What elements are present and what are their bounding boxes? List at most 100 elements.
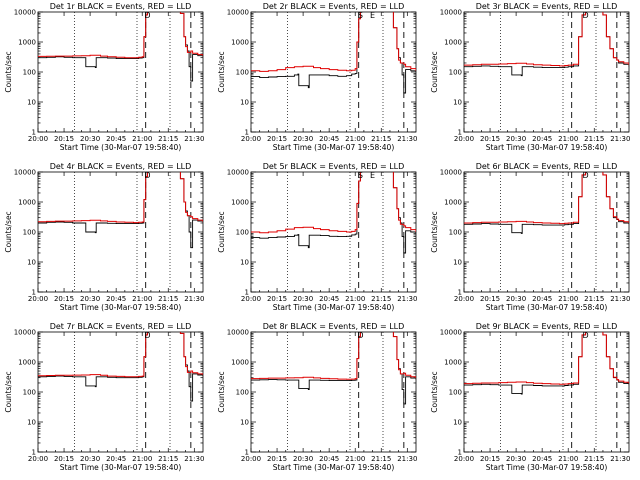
x-tick-label: 20:00 <box>454 295 474 303</box>
x-tick-label: 20:00 <box>454 455 474 463</box>
y-tick-label: 100 <box>23 69 36 77</box>
x-tick-label: 20:15 <box>267 295 287 303</box>
series-events <box>38 12 203 82</box>
x-axis-label: Start Time (30-Mar-07 19:58:40) <box>486 463 608 472</box>
y-tick-label: 1000 <box>18 359 36 367</box>
x-tick-label: 20:45 <box>532 295 552 303</box>
series-events <box>38 332 203 402</box>
x-tick-label: 20:30 <box>80 135 100 143</box>
x-tick-label: 20:45 <box>106 455 126 463</box>
series-lld <box>38 332 203 378</box>
y-tick-label: 100 <box>236 389 249 397</box>
y-tick-label: 100 <box>236 69 249 77</box>
y-tick-label: 10 <box>27 419 36 427</box>
x-tick-label: 20:00 <box>28 455 48 463</box>
panel-title: Det 9r BLACK = Events, RED = LLD <box>476 322 618 331</box>
x-tick-label: 21:15 <box>158 455 178 463</box>
x-tick-label: 21:15 <box>158 135 178 143</box>
panel: Det 2r BLACK = Events, RED = LLD 20:00 20:… <box>217 2 417 152</box>
x-tick-label: 21:15 <box>371 455 391 463</box>
x-tick-label: 21:00 <box>345 295 365 303</box>
panel: Det 5r BLACK = Events, RED = LLD 20:00 20:… <box>217 162 417 312</box>
y-tick-label: 1 <box>245 289 249 297</box>
series-lld <box>38 172 203 224</box>
x-axis-label: Start Time (30-Mar-07 19:58:40) <box>60 143 182 152</box>
plot-frame <box>463 331 630 453</box>
y-tick-label: 10000 <box>14 169 36 177</box>
x-tick-label: 20:30 <box>506 135 526 143</box>
x-tick-label: 20:00 <box>454 135 474 143</box>
x-axis-label: Start Time (30-Mar-07 19:58:40) <box>60 303 182 312</box>
x-tick-label: 21:00 <box>558 135 578 143</box>
panel-title: Det 3r BLACK = Events, RED = LLD <box>476 2 618 11</box>
panel: Det 7r BLACK = Events, RED = LLD 20:00 20:… <box>4 322 204 472</box>
series-events <box>464 332 629 395</box>
y-tick-label: 10000 <box>227 329 249 337</box>
x-tick-label: 20:30 <box>506 295 526 303</box>
y-tick-label: 10000 <box>14 9 36 17</box>
x-tick-label: 21:15 <box>158 295 178 303</box>
plot-frame <box>463 11 630 133</box>
panel: Det 1r BLACK = Events, RED = LLD 20:00 20:… <box>4 2 204 152</box>
x-tick-label: 21:15 <box>371 135 391 143</box>
y-tick-label: 1000 <box>18 199 36 207</box>
panel-title: Det 1r BLACK = Events, RED = LLD <box>50 2 192 11</box>
x-tick-label: 20:00 <box>28 135 48 143</box>
event-marker: D <box>582 11 588 20</box>
y-tick-label: 10000 <box>14 329 36 337</box>
x-tick-label: 20:45 <box>319 455 339 463</box>
x-tick-label: 20:45 <box>532 135 552 143</box>
y-tick-label: 1 <box>32 129 36 137</box>
y-tick-label: 1000 <box>231 199 249 207</box>
x-tick-label: 20:00 <box>241 455 261 463</box>
x-tick-label: 20:45 <box>319 135 339 143</box>
panel: Det 8r BLACK = Events, RED = LLD 20:00 20:… <box>217 322 417 472</box>
series-lld <box>38 12 203 59</box>
plot-frame <box>250 331 417 453</box>
y-tick-label: 10000 <box>227 9 249 17</box>
x-tick-label: 20:45 <box>106 295 126 303</box>
x-tick-label: 20:15 <box>480 135 500 143</box>
event-marker: E <box>370 171 375 180</box>
series-events <box>251 12 416 94</box>
y-tick-label: 10 <box>240 259 249 267</box>
x-axis-label: Start Time (30-Mar-07 19:58:40) <box>273 303 395 312</box>
x-tick-label: 21:30 <box>184 295 204 303</box>
x-tick-label: 21:00 <box>345 135 365 143</box>
y-tick-label: 100 <box>236 229 249 237</box>
event-marker: D <box>582 171 588 180</box>
y-tick-label: 100 <box>23 389 36 397</box>
x-tick-label: 20:30 <box>293 455 313 463</box>
x-tick-label: 20:15 <box>267 455 287 463</box>
y-axis-label: Counts/sec <box>4 371 13 412</box>
y-tick-label: 1000 <box>231 39 249 47</box>
panel: Det 6r BLACK = Events, RED = LLD 20:00 20:… <box>430 162 630 312</box>
x-tick-label: 20:30 <box>293 135 313 143</box>
x-tick-label: 20:15 <box>54 295 74 303</box>
plot-frame <box>250 11 417 133</box>
x-axis-label: Start Time (30-Mar-07 19:58:40) <box>273 143 395 152</box>
x-tick-label: 21:30 <box>397 135 417 143</box>
x-tick-label: 20:15 <box>480 295 500 303</box>
x-tick-label: 21:30 <box>397 295 417 303</box>
y-axis-label: Counts/sec <box>217 51 226 92</box>
plot-frame <box>37 171 204 293</box>
event-marker: D <box>144 331 150 340</box>
x-tick-label: 21:15 <box>584 295 604 303</box>
y-axis-label: Counts/sec <box>430 211 439 252</box>
x-tick-label: 21:00 <box>132 455 152 463</box>
x-tick-label: 20:15 <box>267 135 287 143</box>
panel-title: Det 5r BLACK = Events, RED = LLD <box>263 162 405 171</box>
x-tick-label: 20:00 <box>28 295 48 303</box>
x-axis-label: Start Time (30-Mar-07 19:58:40) <box>486 143 608 152</box>
y-tick-label: 1000 <box>444 39 462 47</box>
event-marker: D <box>144 171 150 180</box>
y-tick-label: 10 <box>453 419 462 427</box>
y-tick-label: 10 <box>27 99 36 107</box>
y-tick-label: 10 <box>27 259 36 267</box>
panel-title: Det 2r BLACK = Events, RED = LLD <box>263 2 405 11</box>
y-tick-label: 1 <box>245 129 249 137</box>
panel: Det 4r BLACK = Events, RED = LLD 20:00 20:… <box>4 162 204 312</box>
x-tick-label: 21:00 <box>132 295 152 303</box>
